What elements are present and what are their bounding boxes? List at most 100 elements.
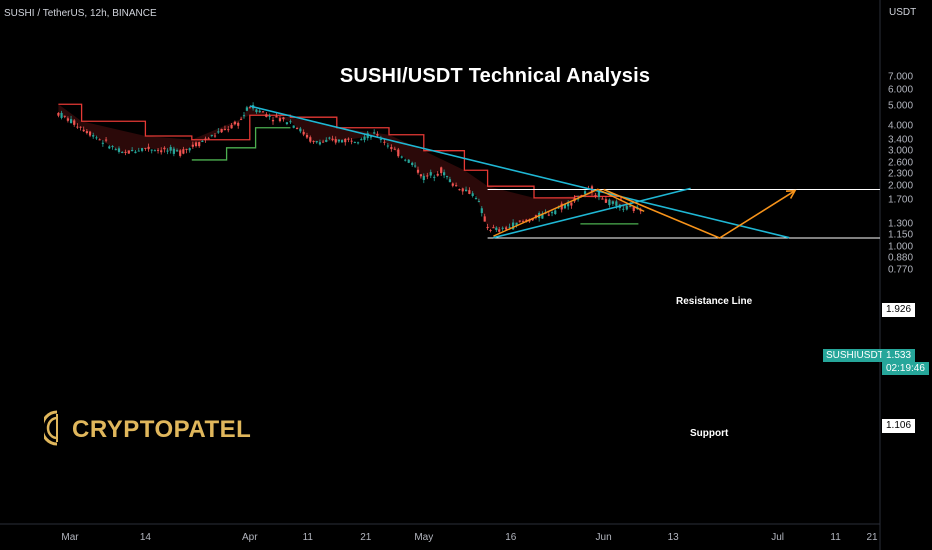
candle-body [468, 190, 471, 194]
candle-body [223, 128, 227, 130]
cloud-lower-line [191, 127, 291, 161]
candle-body [131, 149, 134, 152]
candle-body [92, 135, 95, 137]
candle-body [464, 189, 468, 192]
candle-body [445, 176, 449, 178]
descending-trendline [249, 105, 790, 239]
candle-body [400, 156, 403, 158]
candle-body [576, 198, 580, 200]
price-tick: 5.000 [888, 100, 914, 112]
candle-body [448, 179, 451, 183]
candle-body [376, 133, 379, 136]
candle-body [191, 144, 194, 147]
date-tick: 16 [505, 532, 517, 543]
candle-body [240, 118, 243, 120]
candle-body [474, 198, 478, 200]
candle-body [227, 129, 230, 131]
date-tick: Apr [242, 532, 258, 543]
candle-body [622, 208, 625, 210]
cloud-upper-line [58, 103, 622, 201]
date-tick: Mar [61, 532, 79, 543]
currency-label: USDT [889, 7, 917, 18]
candle-body [179, 150, 182, 156]
candle-body [632, 207, 635, 211]
candle-body [471, 193, 474, 197]
candle-body [160, 150, 163, 153]
candle-body [309, 137, 312, 142]
date-tick: 11 [302, 532, 313, 543]
chart-title: SUSHI/USDT Technical Analysis [339, 65, 651, 87]
price-tick: 6.000 [888, 84, 914, 96]
candle-body [76, 126, 79, 128]
candle-body [390, 147, 393, 150]
candle-body [455, 185, 458, 187]
candle-body [204, 138, 207, 140]
candle-body [489, 229, 492, 231]
candle-body [258, 110, 261, 113]
candle-body [337, 139, 341, 142]
candle-body [340, 140, 344, 143]
candle-body [175, 150, 179, 152]
price-tick: 1.000 [888, 241, 914, 253]
ascending-trendline [493, 187, 691, 239]
candle-body [137, 150, 140, 152]
support-price-box: 1.106 [882, 419, 916, 433]
candle-body [563, 204, 567, 209]
candle-body [419, 174, 422, 177]
candle-body [611, 201, 614, 204]
candle-body [66, 118, 69, 121]
candle-body [625, 205, 628, 210]
candle-body [508, 226, 511, 228]
candle-body [451, 183, 454, 186]
date-tick: May [414, 532, 434, 543]
candle-body [201, 141, 204, 143]
candle-body [245, 107, 248, 111]
candle-body [426, 175, 429, 177]
candle-body [366, 133, 369, 139]
candle-body [492, 227, 495, 229]
candle-body [458, 189, 461, 191]
candle-body [356, 142, 360, 144]
candle-body [404, 159, 407, 161]
candle-body [101, 142, 104, 144]
cloud-fill [58, 104, 645, 231]
candle-body [344, 138, 347, 143]
candle-body [73, 120, 76, 125]
candle-body [127, 150, 130, 154]
resistance-label: Resistance Line [676, 296, 753, 307]
candle-body [383, 141, 386, 143]
candle-body [328, 137, 331, 139]
candle-body [608, 199, 611, 206]
date-tick: 13 [667, 532, 679, 543]
price-tick: 1.700 [888, 194, 914, 206]
candle-body [321, 141, 325, 143]
candle-body [411, 162, 414, 166]
bar-countdown: 02:19:46 [882, 362, 929, 375]
symbol-header[interactable]: SUSHI / TetherUS, 12h, BINANCE [4, 8, 157, 19]
candle-body [242, 115, 246, 117]
candle-body [63, 115, 66, 117]
candle-body [554, 210, 557, 215]
price-tick: 1.150 [888, 229, 914, 241]
candle-body [386, 145, 389, 147]
candle-body [334, 139, 337, 143]
candle-body [111, 146, 114, 148]
candle-body [429, 172, 432, 176]
candle-body [318, 142, 322, 145]
candle-body [512, 222, 515, 230]
candle-body [230, 125, 233, 129]
candle-body [521, 221, 525, 223]
candle-body [570, 202, 573, 206]
candle-body [85, 131, 88, 134]
candle-body [350, 140, 353, 142]
candle-body [597, 191, 601, 197]
candle-body [629, 205, 632, 207]
pattern-line [493, 188, 645, 237]
candle-body [518, 220, 521, 222]
candle-body [275, 116, 278, 118]
candle-body [150, 149, 153, 151]
price-tick: 3.400 [888, 134, 914, 146]
candle-body [285, 122, 289, 125]
candle-body [373, 132, 376, 134]
